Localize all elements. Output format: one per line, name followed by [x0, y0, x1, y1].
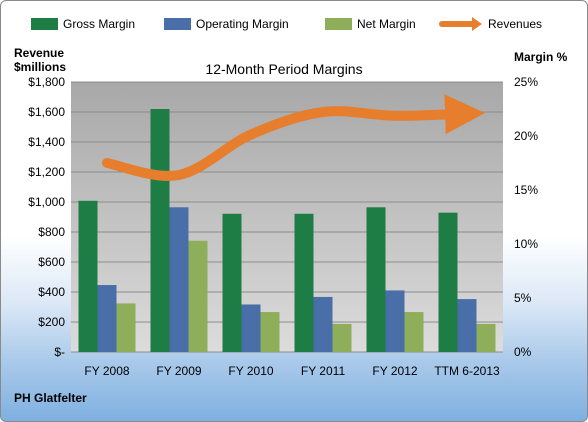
- lines-group: [102, 94, 485, 181]
- right-axis-ticks: 0% 5% 10% 15% 20% 25%: [514, 75, 538, 359]
- left-axis-title-line1: Revenue: [14, 46, 64, 60]
- bar-net-margin: [332, 323, 352, 352]
- left-axis-title-line2: $millions: [14, 60, 66, 74]
- category-label: FY 2010: [228, 364, 273, 378]
- bar-operating-margin: [385, 290, 405, 352]
- legend-label: Operating Margin: [196, 17, 289, 31]
- right-tick-label: 10%: [514, 237, 538, 251]
- bar-gross-margin: [438, 212, 458, 352]
- bar-gross-margin: [294, 213, 314, 352]
- bar-operating-margin: [241, 304, 261, 352]
- left-tick-label: $1,400: [28, 135, 65, 149]
- legend-arrow-icon: [472, 17, 482, 31]
- category-labels: FY 2008 FY 2009 FY 2010 FY 2011 FY 2012 TTM 6…: [84, 364, 500, 378]
- bar-operating-margin: [313, 296, 333, 352]
- category-label: FY 2009: [156, 364, 201, 378]
- left-tick-label: $800: [38, 225, 65, 239]
- bar-net-margin: [260, 312, 280, 352]
- right-tick-label: 0%: [514, 345, 532, 359]
- gridlines: [71, 81, 503, 353]
- right-tick-label: 15%: [514, 183, 538, 197]
- plot-area: [71, 82, 503, 352]
- bar-gross-margin: [150, 109, 170, 352]
- revenues-line: [102, 94, 485, 181]
- legend-label: Revenues: [488, 17, 542, 31]
- bar-gross-margin: [78, 200, 98, 352]
- bar-net-margin: [404, 312, 424, 352]
- legend-swatch-gross-margin: [31, 18, 58, 30]
- legend-label: Net Margin: [357, 17, 416, 31]
- left-tick-label: $600: [38, 255, 65, 269]
- bar-net-margin: [188, 240, 208, 352]
- left-axis-ticks: $- $200 $400 $600 $800 $1,000 $1,200 $1,400 $1,6…: [28, 75, 65, 359]
- left-tick-label: $1,800: [28, 75, 65, 89]
- left-tick-label: $400: [38, 285, 65, 299]
- category-label: FY 2011: [301, 364, 346, 378]
- legend-swatch-operating-margin: [164, 18, 191, 30]
- legend-label: Gross Margin: [63, 17, 135, 31]
- left-tick-label: $1,600: [28, 105, 65, 119]
- bar-net-margin: [116, 303, 136, 352]
- bar-operating-margin: [169, 207, 189, 352]
- left-tick-label: $200: [38, 315, 65, 329]
- bar-net-margin: [476, 323, 496, 352]
- right-tick-label: 25%: [514, 75, 538, 89]
- legend: Gross Margin Operating Margin Net Margin Re…: [31, 17, 542, 31]
- right-tick-label: 5%: [514, 291, 532, 305]
- bar-gross-margin: [366, 207, 386, 352]
- legend-swatch-net-margin: [325, 18, 352, 30]
- left-tick-label: $1,200: [28, 165, 65, 179]
- right-tick-label: 20%: [514, 129, 538, 143]
- category-label: FY 2008: [84, 364, 129, 378]
- category-label: TTM 6-2013: [434, 364, 500, 378]
- bar-operating-margin: [457, 299, 477, 352]
- bar-operating-margin: [97, 285, 117, 352]
- bar-gross-margin: [222, 213, 242, 352]
- left-tick-label: $1,000: [28, 195, 65, 209]
- bars-group: [78, 109, 496, 352]
- right-axis-title: Margin %: [514, 50, 568, 64]
- category-label: FY 2012: [372, 364, 417, 378]
- chart-title: 12-Month Period Margins: [205, 61, 362, 77]
- company-name: PH Glatfelter: [14, 391, 87, 405]
- left-tick-label: $-: [54, 345, 65, 359]
